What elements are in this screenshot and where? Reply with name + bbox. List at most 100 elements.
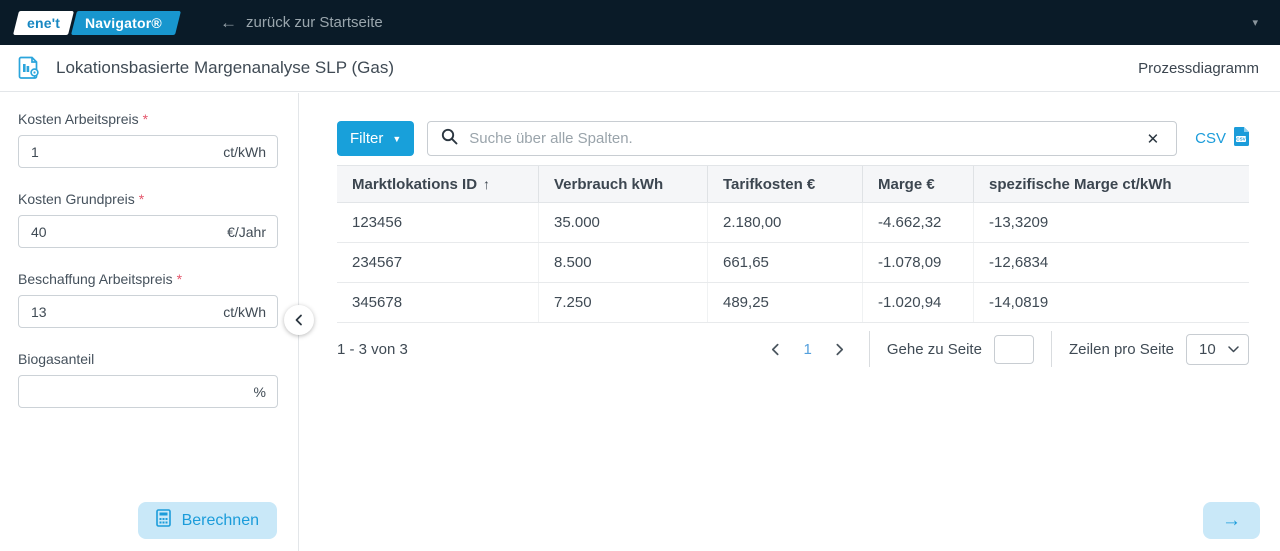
search-icon	[441, 128, 458, 150]
csv-export-link[interactable]: CSV CSV	[1195, 127, 1249, 150]
page-header: Lokationsbasierte Margenanalyse SLP (Gas…	[0, 45, 1280, 92]
cell-spezifische-marge: -14,0819	[973, 283, 1249, 322]
column-header-marktlokations-id[interactable]: Marktlokations ID ↑	[352, 175, 491, 193]
goto-page-input[interactable]	[993, 334, 1034, 364]
rows-per-page-select[interactable]: 10	[1186, 333, 1249, 365]
beschaffung-arbeitspreis-input-wrap: ct/kWh	[18, 295, 278, 328]
right-arrow-icon: →	[1222, 509, 1241, 531]
search-box: ✕	[427, 121, 1178, 156]
rows-per-page-label: Zeilen pro Seite	[1068, 340, 1174, 358]
csv-link-label: CSV	[1195, 130, 1226, 147]
cell-marktlokations-id: 345678	[352, 294, 403, 311]
next-page-button[interactable]	[828, 337, 852, 361]
pagination-controls: 1 Gehe zu Seite Zeilen pro Seite 10	[764, 331, 1249, 367]
required-asterisk: *	[142, 111, 149, 127]
divider	[1050, 331, 1052, 367]
table-row[interactable]: 234567 8.500 661,65 -1.078,09 -12,6834	[337, 243, 1249, 283]
page-number-1[interactable]: 1	[803, 340, 812, 358]
column-header-marge[interactable]: Marge €	[862, 166, 973, 202]
results-main: Filter ▼ ✕ CSV	[299, 93, 1280, 551]
goto-page-label: Gehe zu Seite	[886, 340, 982, 358]
search-input[interactable]	[469, 130, 1143, 147]
calculate-button-label: Berechnen	[181, 511, 259, 529]
field-beschaffung-arbeitspreis: Beschaffung Arbeitspreis* ct/kWh	[18, 271, 278, 328]
calculator-icon	[155, 509, 171, 532]
kosten-arbeitspreis-input[interactable]	[31, 143, 224, 160]
clear-search-icon[interactable]: ✕	[1146, 130, 1160, 148]
column-header-verbrauch[interactable]: Verbrauch kWh	[538, 166, 707, 202]
cell-tarifkosten: 2.180,00	[707, 203, 862, 242]
chevron-down-icon	[1228, 345, 1239, 352]
pagination-range-text: 1 - 3 von 3	[337, 340, 408, 358]
cell-tarifkosten: 489,25	[707, 283, 862, 322]
calculate-button[interactable]: Berechnen	[137, 502, 277, 539]
table-row[interactable]: 123456 35.000 2.180,00 -4.662,32 -13,320…	[337, 203, 1249, 243]
cell-verbrauch: 35.000	[538, 203, 707, 242]
cell-tarifkosten: 661,65	[707, 243, 862, 282]
field-label: Beschaffung Arbeitspreis *	[18, 271, 183, 287]
svg-text:CSV: CSV	[1236, 137, 1246, 142]
cell-verbrauch: 7.250	[538, 283, 707, 322]
enet-navigator-logo[interactable]: ene't Navigator®	[12, 10, 182, 35]
back-to-home-link[interactable]: ← zurück zur Startseite	[220, 14, 383, 31]
required-asterisk: *	[138, 191, 145, 207]
cell-marktlokations-id: 123456	[352, 214, 403, 231]
kosten-grundpreis-input[interactable]	[31, 223, 228, 240]
page-title: Lokationsbasierte Margenanalyse SLP (Gas…	[56, 58, 394, 77]
chevron-left-icon	[771, 343, 779, 355]
unit-label: %	[253, 383, 266, 400]
field-kosten-arbeitspreis: Kosten Arbeitspreis* ct/kWh	[18, 111, 278, 168]
unit-label: €/Jahr	[227, 223, 266, 240]
margin-analysis-doc-icon	[14, 53, 44, 83]
required-asterisk: *	[176, 271, 183, 287]
chevron-right-icon	[836, 343, 844, 355]
navbar-dropdown-caret-icon[interactable]: ▾	[1252, 17, 1258, 29]
csv-file-icon: CSV	[1233, 127, 1249, 150]
kosten-grundpreis-input-wrap: €/Jahr	[18, 215, 278, 248]
parameters-sidebar: Kosten Arbeitspreis* ct/kWh Kosten Grund…	[0, 93, 299, 551]
unit-label: ct/kWh	[223, 143, 266, 160]
logo-enet: ene't	[13, 10, 75, 35]
unit-label: ct/kWh	[223, 303, 266, 320]
field-label: Biogasanteil	[18, 351, 95, 367]
cell-marktlokations-id: 234567	[352, 254, 403, 271]
sort-asc-icon: ↑	[483, 176, 491, 192]
table-header-row: Marktlokations ID ↑ Verbrauch kWh Tarifk…	[337, 165, 1249, 203]
divider	[868, 331, 870, 367]
logo-navigator: Navigator®	[71, 10, 182, 35]
back-link-label: zurück zur Startseite	[246, 14, 383, 31]
results-table: Marktlokations ID ↑ Verbrauch kWh Tarifk…	[337, 165, 1249, 323]
kosten-arbeitspreis-input-wrap: ct/kWh	[18, 135, 278, 168]
biogasanteil-input[interactable]	[31, 383, 254, 400]
biogasanteil-input-wrap: %	[18, 375, 278, 408]
beschaffung-arbeitspreis-input[interactable]	[31, 303, 224, 320]
page-body: Kosten Arbeitspreis* ct/kWh Kosten Grund…	[0, 93, 1280, 551]
filter-button[interactable]: Filter ▼	[337, 121, 415, 156]
field-label: Kosten Grundpreis *	[18, 191, 145, 207]
field-label: Kosten Arbeitspreis *	[18, 111, 149, 127]
field-biogasanteil: Biogasanteil %	[18, 351, 278, 408]
cell-spezifische-marge: -12,6834	[973, 243, 1249, 282]
table-row[interactable]: 345678 7.250 489,25 -1.020,94 -14,0819	[337, 283, 1249, 323]
cell-marge: -4.662,32	[862, 203, 973, 242]
field-kosten-grundpreis: Kosten Grundpreis* €/Jahr	[18, 191, 278, 248]
table-toolbar: Filter ▼ ✕ CSV	[337, 121, 1249, 156]
process-diagram-link[interactable]: Prozessdiagramm	[1138, 59, 1259, 77]
column-header-tarifkosten[interactable]: Tarifkosten €	[707, 166, 862, 202]
rows-per-page-value: 10	[1199, 340, 1216, 358]
cell-verbrauch: 8.500	[538, 243, 707, 282]
filter-caret-icon: ▼	[392, 134, 402, 144]
previous-page-button[interactable]	[764, 337, 788, 361]
top-navbar: ene't Navigator® ← zurück zur Startseite…	[0, 0, 1280, 45]
filter-button-label: Filter	[350, 130, 384, 147]
cell-marge: -1.020,94	[862, 283, 973, 322]
cell-marge: -1.078,09	[862, 243, 973, 282]
pagination-bar: 1 - 3 von 3 1 Gehe zu Seite Zeilen pro S…	[337, 331, 1249, 367]
next-step-button[interactable]: →	[1203, 502, 1260, 539]
chevron-left-icon	[295, 314, 302, 326]
cell-spezifische-marge: -13,3209	[973, 203, 1249, 242]
back-arrow-icon: ←	[220, 13, 238, 32]
sidebar-collapse-button[interactable]	[284, 305, 314, 335]
column-header-spezifische-marge[interactable]: spezifische Marge ct/kWh	[973, 166, 1249, 202]
